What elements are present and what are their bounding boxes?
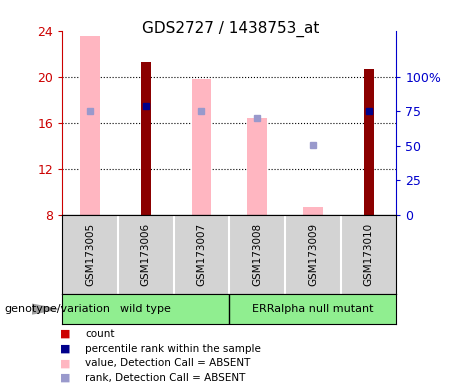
- Text: GSM173008: GSM173008: [252, 223, 262, 286]
- Text: rank, Detection Call = ABSENT: rank, Detection Call = ABSENT: [85, 373, 246, 383]
- Text: percentile rank within the sample: percentile rank within the sample: [85, 344, 261, 354]
- Polygon shape: [32, 304, 58, 314]
- Text: count: count: [85, 329, 115, 339]
- Bar: [192, 79, 211, 215]
- Text: GSM173010: GSM173010: [364, 223, 373, 286]
- Bar: [248, 118, 267, 215]
- Bar: [141, 62, 151, 215]
- Text: GSM173007: GSM173007: [196, 223, 207, 286]
- Text: GSM173005: GSM173005: [85, 223, 95, 286]
- Text: ERRalpha null mutant: ERRalpha null mutant: [252, 304, 374, 314]
- Text: wild type: wild type: [120, 304, 171, 314]
- Text: genotype/variation: genotype/variation: [5, 304, 111, 314]
- Text: ■: ■: [60, 344, 71, 354]
- Text: GDS2727 / 1438753_at: GDS2727 / 1438753_at: [142, 21, 319, 37]
- Text: GSM173009: GSM173009: [308, 223, 318, 286]
- Text: ■: ■: [60, 373, 71, 383]
- Bar: [80, 36, 100, 215]
- Text: ■: ■: [60, 329, 71, 339]
- Text: ■: ■: [60, 358, 71, 368]
- Text: value, Detection Call = ABSENT: value, Detection Call = ABSENT: [85, 358, 251, 368]
- Bar: [303, 207, 323, 215]
- Text: GSM173006: GSM173006: [141, 223, 151, 286]
- Bar: [364, 69, 373, 215]
